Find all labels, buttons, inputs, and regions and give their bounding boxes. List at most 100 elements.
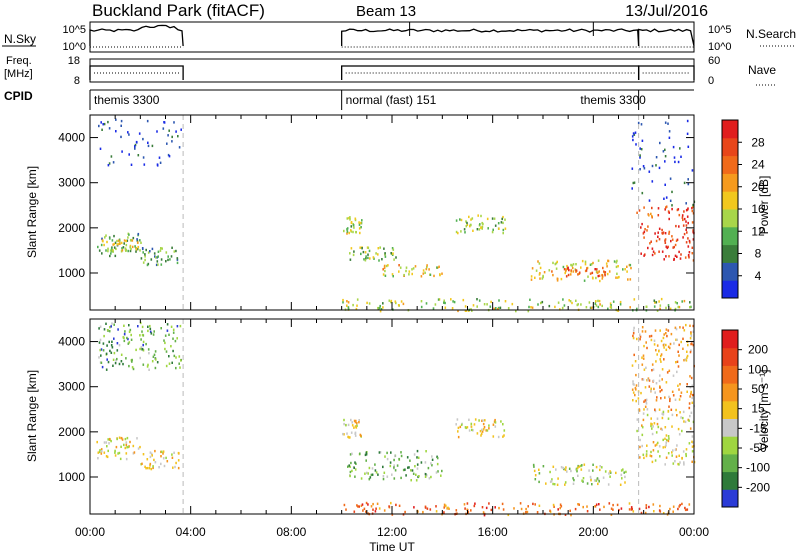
velocity-scatter-point (690, 390, 692, 394)
power-scatter-point (171, 140, 173, 143)
power-scatter-point (683, 299, 686, 303)
power-scatter-point (668, 232, 670, 235)
power-scatter-point (482, 222, 484, 226)
power-scatter-point (100, 121, 102, 124)
power-scatter-point (643, 236, 645, 239)
velocity-colorbar-tick-label-5: -50 (749, 441, 767, 455)
power-scatter-point (176, 258, 179, 261)
velocity-scatter-point (538, 468, 540, 471)
velocity-scatter-point (494, 506, 496, 509)
x-axis-tick-labels: 00:00 04:00 08:00 12:00 16:00 20:00 00:00 (75, 525, 709, 539)
velocity-scatter-point (430, 475, 432, 479)
power-scatter-point (99, 147, 102, 150)
velocity-scatter-point (379, 451, 382, 454)
power-scatter-point (157, 250, 160, 253)
power-scatter-point (567, 273, 570, 277)
velocity-scatter-point (650, 424, 652, 428)
velocity-scatter-point (685, 359, 688, 362)
power-scatter-point (455, 219, 458, 222)
velocity-scatter-point (582, 505, 584, 509)
power-scatter-point (504, 300, 507, 303)
power-scatter-point (569, 300, 572, 303)
power-scatter-point (142, 261, 145, 264)
velocity-scatter-point (390, 501, 392, 505)
power-scatter-point (502, 231, 504, 235)
power-scatter-point (128, 233, 130, 236)
power-scatter-point (640, 148, 643, 151)
power-scatter-point (112, 249, 114, 252)
power-scatter-point (114, 254, 117, 258)
velocity-scatter-point (654, 409, 657, 413)
power-scatter-point (457, 309, 459, 313)
velocity-scatter-point (123, 332, 126, 336)
velocity-scatter-point (676, 414, 678, 417)
velocity-scatter-point (501, 502, 504, 506)
power-scatter-point (602, 266, 604, 270)
power-scatter-point (125, 239, 127, 243)
velocity-scatter-point (651, 369, 653, 372)
velocity-scatter-point (142, 453, 145, 456)
power-scatter-point (606, 265, 608, 268)
power-scatter-point (106, 240, 108, 244)
power-colorbar-tick-label-3: 16 (751, 202, 765, 216)
power-scatter-point (466, 221, 468, 225)
power-scatter-point (175, 130, 177, 133)
velocity-ytick-label-3: 4000 (58, 335, 85, 349)
power-scatter-point (559, 308, 561, 311)
power-scatter-point (439, 273, 441, 277)
x-tick-label-4: 16:00 (478, 525, 508, 539)
power-scatter-point (470, 308, 472, 311)
power-scatter-point (487, 227, 489, 230)
velocity-plot-background (90, 319, 694, 514)
velocity-scatter-point (135, 348, 137, 352)
velocity-scatter-point (639, 445, 641, 449)
velocity-scatter-point (110, 439, 112, 443)
velocity-scatter-point (119, 457, 122, 461)
power-scatter-point (398, 270, 400, 273)
power-scatter-point (350, 247, 353, 250)
velocity-scatter-point (140, 338, 142, 341)
velocity-scatter-point (572, 477, 574, 480)
power-scatter-point (476, 298, 478, 301)
velocity-scatter-point (645, 504, 648, 507)
velocity-scatter-point (498, 506, 500, 510)
power-scatter-point (685, 202, 687, 205)
velocity-scatter-point (436, 462, 439, 466)
velocity-scatter-point (631, 364, 634, 367)
velocity-scatter-point (685, 452, 687, 456)
power-scatter-point (598, 270, 600, 273)
power-scatter-point (343, 229, 345, 233)
power-scatter-point (663, 197, 665, 200)
power-scatter-point (686, 132, 689, 135)
velocity-scatter-point (534, 503, 536, 506)
power-scatter-point (575, 299, 577, 302)
power-scatter-point (668, 217, 670, 221)
velocity-scatter-point (656, 344, 659, 347)
velocity-colorbar-tick-label-3: 15 (751, 402, 765, 416)
velocity-scatter-point (652, 379, 655, 382)
power-scatter-point (615, 265, 618, 269)
velocity-scatter-point (658, 509, 661, 512)
power-scatter-point (616, 276, 619, 279)
power-scatter-point (382, 306, 384, 309)
power-scatter-point (688, 256, 690, 259)
power-scatter-point (471, 309, 473, 312)
power-scatter-point (378, 306, 381, 310)
power-scatter-point (486, 303, 488, 306)
velocity-scatter-point (103, 451, 106, 454)
velocity-scatter-point (102, 342, 105, 345)
power-scatter-point (176, 261, 179, 265)
power-scatter-point (372, 256, 375, 259)
power-scatter-point (692, 238, 695, 241)
velocity-scatter-point (113, 351, 116, 355)
velocity-scatter-point (173, 354, 176, 358)
power-scatter-point (391, 247, 394, 250)
power-scatter-point (575, 263, 577, 266)
velocity-scatter-point (391, 513, 394, 516)
power-scatter-point (405, 269, 407, 273)
power-scatter-point (457, 231, 459, 235)
velocity-scatter-point (347, 465, 349, 468)
velocity-scatter-point (598, 480, 600, 483)
velocity-scatter-point (358, 505, 360, 508)
